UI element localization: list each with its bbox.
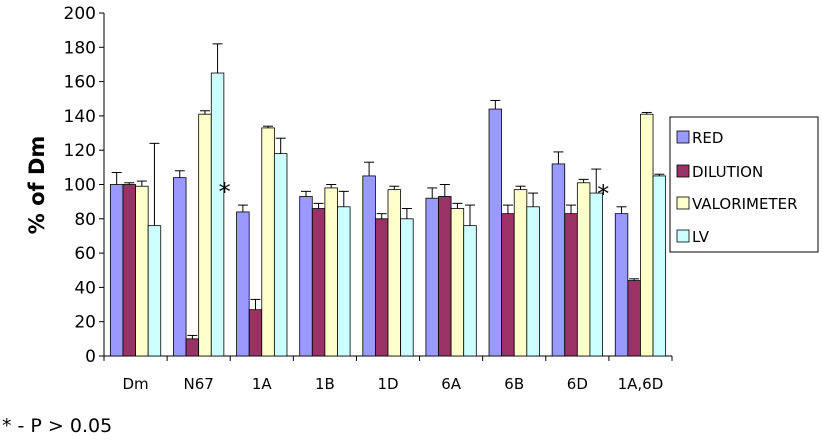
x-axis: Dm N67 1A 1B 1D 6A 6B 6D 1A,6D [103, 355, 673, 393]
bar [147, 225, 162, 357]
bar [652, 175, 667, 357]
bar [627, 280, 641, 357]
x-tick-label: 1A,6D [618, 375, 664, 393]
bar [614, 213, 629, 357]
y-tick-label: 0 [85, 347, 96, 367]
y-tick-label: 60 [74, 244, 96, 264]
x-tick-label: 1D [377, 375, 398, 393]
x-tick-label: N67 [184, 375, 214, 393]
bar [640, 113, 654, 357]
footnote: * - P > 0.05 [2, 415, 112, 437]
bar [273, 153, 288, 357]
legend-swatch [676, 196, 690, 210]
bar [488, 108, 503, 357]
y-tick-label: 80 [74, 210, 96, 230]
legend-label: DILUTION [692, 163, 763, 181]
legend-label: RED [692, 129, 723, 147]
bar [299, 196, 313, 357]
bar [400, 218, 414, 357]
y-tick-label: 120 [64, 141, 96, 161]
x-tick-label: 6A [441, 375, 462, 393]
bar [185, 338, 200, 357]
bar [501, 213, 515, 357]
y-tick-label: 200 [64, 4, 96, 24]
annotations: * * [219, 178, 610, 208]
bar [122, 184, 136, 357]
bar [236, 211, 250, 357]
y-axis-label: % of Dm [25, 136, 49, 235]
legend-label: VALORIMETER [692, 195, 798, 213]
y-axis: 0 20 40 60 80 100 120 140 160 180 200 [64, 4, 105, 367]
legend-swatch [676, 229, 690, 243]
bar [109, 184, 124, 357]
bar [362, 175, 376, 357]
significance-marker: * [219, 178, 231, 206]
bar [450, 208, 465, 357]
bar [526, 206, 540, 357]
bar [438, 196, 452, 357]
bar [425, 197, 439, 357]
y-tick-label: 160 [64, 73, 96, 93]
bar [463, 225, 477, 357]
bar [261, 127, 275, 357]
bar [210, 72, 225, 357]
x-tick-label: 6B [504, 375, 524, 393]
bar [198, 113, 212, 357]
legend-swatch [676, 130, 690, 144]
bar [589, 192, 603, 357]
legend-label: LV [692, 228, 710, 246]
x-tick-label: Dm [122, 375, 148, 393]
y-tick-label: 100 [64, 176, 96, 196]
bar [374, 218, 389, 357]
x-tick-label: 6D [567, 375, 588, 393]
legend-swatch [676, 164, 690, 178]
bar [337, 206, 351, 357]
bar [513, 189, 528, 357]
y-tick-label: 140 [64, 107, 96, 127]
bar [576, 182, 591, 357]
y-tick-label: 20 [74, 313, 96, 333]
x-tick-label: 1A [252, 375, 273, 393]
bar [248, 309, 263, 357]
bar [135, 185, 149, 357]
bars [109, 43, 667, 357]
bar [311, 208, 326, 357]
x-tick-label: 1B [315, 375, 335, 393]
legend-box [669, 116, 819, 253]
bar [551, 163, 566, 357]
bar [387, 189, 402, 357]
legend: RED DILUTION VALORIMETER LV [669, 116, 819, 253]
bar [173, 177, 187, 357]
bar [564, 213, 578, 357]
y-tick-label: 40 [74, 278, 96, 298]
y-tick-label: 180 [64, 38, 96, 58]
significance-marker: * [597, 180, 609, 208]
bar [324, 187, 338, 357]
